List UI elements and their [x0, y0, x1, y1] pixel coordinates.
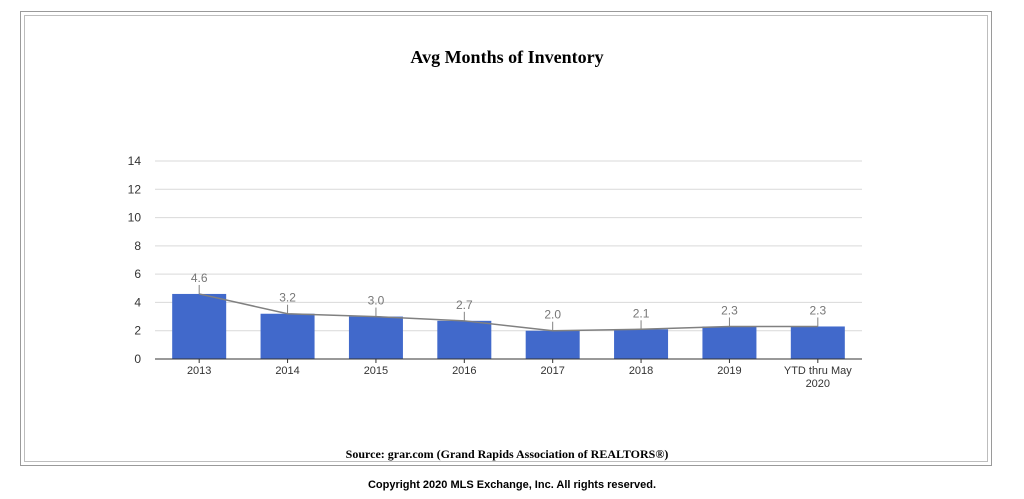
- bar: [525, 330, 580, 359]
- bar: [260, 313, 315, 359]
- data-label: 4.6: [191, 271, 208, 285]
- bar: [790, 326, 845, 359]
- y-tick-label: 14: [128, 154, 142, 168]
- data-label: 2.7: [456, 298, 473, 312]
- bar: [614, 329, 669, 359]
- y-tick-label: 6: [134, 267, 141, 281]
- y-tick-label: 0: [134, 352, 141, 366]
- copyright-note: Copyright 2020 MLS Exchange, Inc. All ri…: [367, 479, 657, 491]
- x-tick-label: 2016: [452, 365, 476, 377]
- x-tick-label: 2013: [187, 365, 211, 377]
- x-tick-label: 2018: [629, 365, 653, 377]
- x-tick-label: 2019: [717, 365, 741, 377]
- y-tick-label: 2: [134, 324, 141, 338]
- data-label: 3.2: [279, 291, 296, 305]
- bar: [172, 293, 227, 359]
- data-label: 2.3: [809, 303, 826, 317]
- chart-frame-outer: [20, 11, 992, 466]
- bar: [702, 326, 757, 359]
- data-label: 2.3: [721, 303, 738, 317]
- y-tick-label: 4: [134, 295, 141, 309]
- x-tick-label: 2015: [364, 365, 388, 377]
- data-label: 3.0: [368, 294, 385, 308]
- y-tick-label: 12: [128, 182, 142, 196]
- x-tick-label: 2014: [275, 365, 299, 377]
- x-tick-label: 2017: [540, 365, 564, 377]
- bar: [437, 320, 492, 359]
- data-label: 2.1: [633, 306, 650, 320]
- data-label: 2.0: [544, 308, 561, 322]
- y-tick-label: 8: [134, 239, 141, 253]
- trend-line: [199, 293, 818, 332]
- chart-frame-inner: [24, 15, 988, 462]
- chart-title: Avg Months of Inventory: [410, 47, 604, 67]
- y-tick-label: 10: [128, 211, 142, 225]
- bar: [348, 316, 403, 359]
- x-tick-label: YTD thru May 2020: [784, 365, 852, 390]
- source-note: Source: grar.com (Grand Rapids Associati…: [345, 447, 669, 461]
